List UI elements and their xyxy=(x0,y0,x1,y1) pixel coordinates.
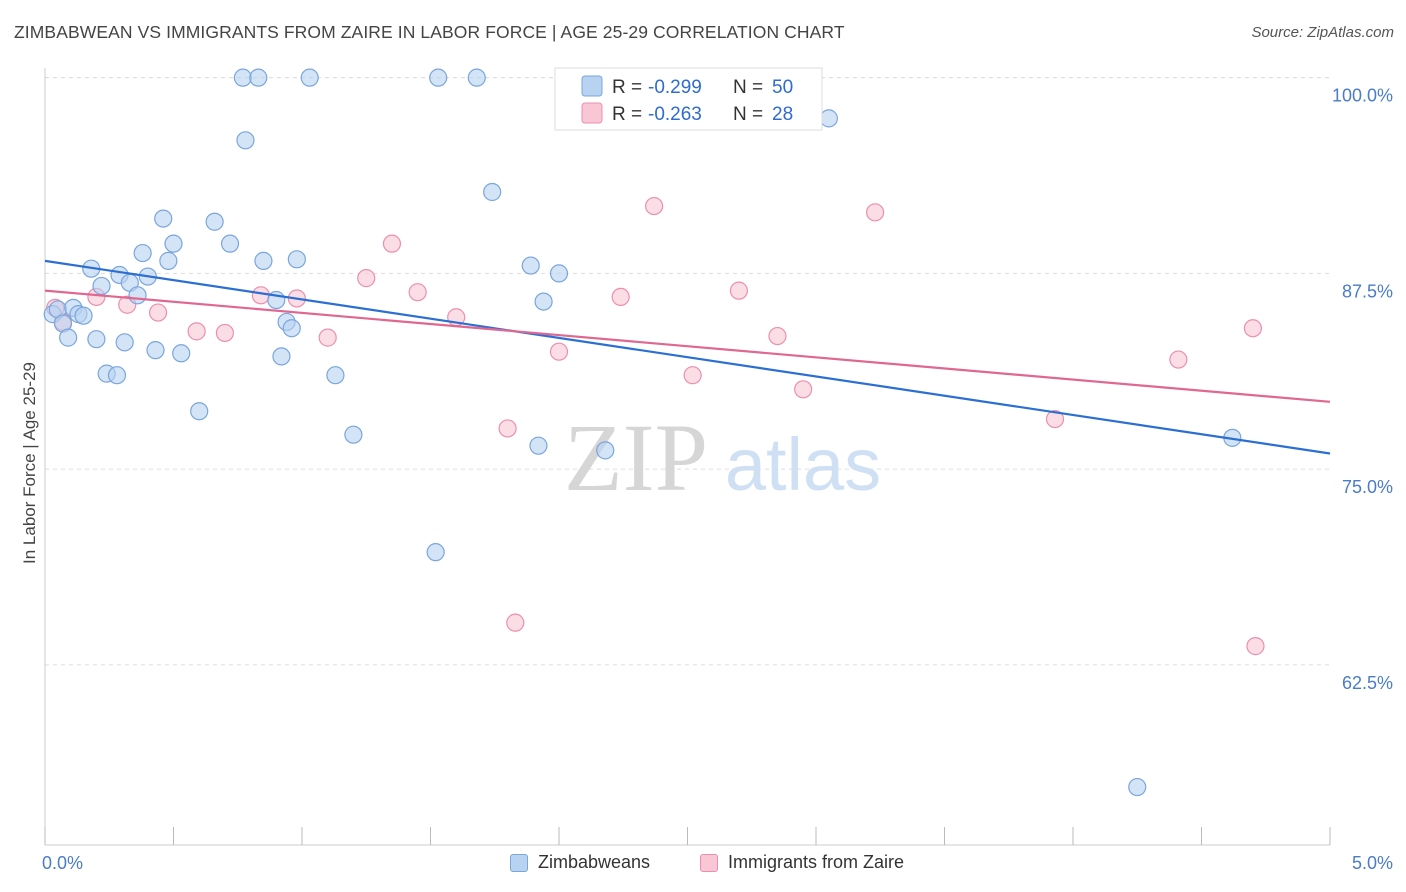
point-immigrants-from-zaire xyxy=(549,342,569,361)
point-immigrants-from-zaire xyxy=(729,281,749,300)
legend-item-zimbabweans: Zimbabweans xyxy=(510,852,650,873)
legend-r-value-2: -0.263 xyxy=(648,104,702,125)
point-zimbabweans xyxy=(282,319,301,338)
point-zimbabweans xyxy=(133,243,152,263)
point-zimbabweans xyxy=(429,68,448,87)
legend-n-label-2: N = xyxy=(733,104,763,125)
point-immigrants-from-zaire xyxy=(382,234,402,253)
legend-r-value-1: -0.299 xyxy=(648,77,702,98)
point-zimbabweans xyxy=(287,250,306,269)
legend-r-label-2: R = xyxy=(612,104,642,125)
point-zimbabweans xyxy=(172,344,191,363)
point-immigrants-from-zaire xyxy=(408,283,427,302)
axis-layer xyxy=(44,68,1331,846)
point-zimbabweans xyxy=(205,212,224,231)
point-zimbabweans xyxy=(483,182,502,202)
trend-line-immigrants-from-zaire xyxy=(44,289,1331,403)
point-immigrants-from-zaire xyxy=(794,380,813,399)
tick-labels: 62.5% 75.0% 87.5% 100.0% 0.0% 5.0% xyxy=(42,86,1393,873)
point-zimbabweans xyxy=(154,209,173,228)
point-zimbabweans xyxy=(300,68,319,87)
point-zimbabweans xyxy=(521,256,540,275)
point-zimbabweans xyxy=(326,366,345,385)
watermark-atlas: atlas xyxy=(725,423,881,506)
point-immigrants-from-zaire xyxy=(683,366,702,385)
point-immigrants-from-zaire xyxy=(1246,637,1265,656)
point-immigrants-from-zaire xyxy=(318,328,337,347)
point-zimbabweans xyxy=(233,68,252,87)
point-immigrants-from-zaire xyxy=(251,286,270,305)
x-tick-label-max: 5.0% xyxy=(1352,853,1393,873)
point-immigrants-from-zaire xyxy=(1045,409,1065,429)
y-axis-label: In Labor Force | Age 25-29 xyxy=(20,362,39,564)
x-tick-label-min: 0.0% xyxy=(42,853,83,873)
series-immigrants-from-zaire xyxy=(46,68,1265,656)
point-zimbabweans xyxy=(92,276,111,296)
legend-swatch-zimbabweans xyxy=(510,853,528,872)
point-zimbabweans xyxy=(164,234,183,253)
point-immigrants-from-zaire xyxy=(498,419,517,438)
series-zimbabweans xyxy=(43,68,1242,797)
point-zimbabweans xyxy=(596,441,615,460)
y-tick-label: 75.0% xyxy=(1342,477,1393,497)
point-zimbabweans xyxy=(426,543,445,562)
correlation-legend: R = -0.299 N = 50 R = -0.263 N = 28 xyxy=(554,67,823,131)
legend-n-value-1: 50 xyxy=(772,77,793,98)
legend-swatch-immigrants-from-zaire xyxy=(700,853,718,872)
y-tick-label: 87.5% xyxy=(1342,281,1393,301)
point-zimbabweans xyxy=(146,341,165,360)
point-immigrants-from-zaire xyxy=(1243,319,1263,338)
watermark: ZIP atlas xyxy=(564,404,881,511)
point-zimbabweans xyxy=(467,68,486,87)
point-immigrants-from-zaire xyxy=(1169,350,1188,369)
point-zimbabweans xyxy=(534,292,553,311)
legend-swatch-pink xyxy=(581,102,603,124)
point-zimbabweans xyxy=(254,251,273,270)
point-zimbabweans xyxy=(1128,777,1147,797)
point-immigrants-from-zaire xyxy=(611,287,630,306)
point-zimbabweans xyxy=(159,251,178,270)
watermark-zip: ZIP xyxy=(564,404,708,511)
bottom-legend: Zimbabweans Immigrants from Zaire xyxy=(0,852,1406,878)
point-zimbabweans xyxy=(236,131,255,150)
point-zimbabweans xyxy=(190,402,209,421)
point-zimbabweans xyxy=(59,328,78,347)
source-credit: Source: ZipAtlas.com xyxy=(1251,24,1394,41)
point-immigrants-from-zaire xyxy=(866,203,885,222)
point-zimbabweans xyxy=(128,286,147,305)
point-zimbabweans xyxy=(115,333,134,352)
legend-n-label-1: N = xyxy=(733,77,763,98)
legend-label-zimbabweans: Zimbabweans xyxy=(538,852,651,872)
point-immigrants-from-zaire xyxy=(215,323,234,343)
point-immigrants-from-zaire xyxy=(644,196,664,216)
y-tick-label: 62.5% xyxy=(1342,673,1393,693)
point-immigrants-from-zaire xyxy=(187,322,206,341)
point-immigrants-from-zaire xyxy=(148,303,168,322)
legend-item-immigrants-from-zaire: Immigrants from Zaire xyxy=(700,852,904,873)
point-zimbabweans xyxy=(87,330,106,349)
point-immigrants-from-zaire xyxy=(768,326,787,346)
point-zimbabweans xyxy=(249,68,268,87)
legend-r-label-1: R = xyxy=(612,77,642,98)
point-zimbabweans xyxy=(819,109,838,128)
point-zimbabweans xyxy=(549,264,569,283)
y-tick-label: 100.0% xyxy=(1332,86,1393,106)
legend-n-value-2: 28 xyxy=(772,104,793,125)
point-zimbabweans xyxy=(74,306,93,325)
chart-title: ZIMBABWEAN VS IMMIGRANTS FROM ZAIRE IN L… xyxy=(14,22,845,42)
point-zimbabweans xyxy=(529,436,548,455)
legend-label-immigrants-from-zaire: Immigrants from Zaire xyxy=(728,852,905,872)
legend-swatch-blue xyxy=(581,75,603,97)
point-zimbabweans xyxy=(220,234,240,253)
point-immigrants-from-zaire xyxy=(357,269,376,288)
point-immigrants-from-zaire xyxy=(506,613,525,632)
point-zimbabweans xyxy=(344,425,363,444)
point-zimbabweans xyxy=(107,366,127,385)
trend-lines xyxy=(44,259,1331,455)
point-zimbabweans xyxy=(272,347,291,366)
trend-line-zimbabweans xyxy=(44,259,1331,455)
